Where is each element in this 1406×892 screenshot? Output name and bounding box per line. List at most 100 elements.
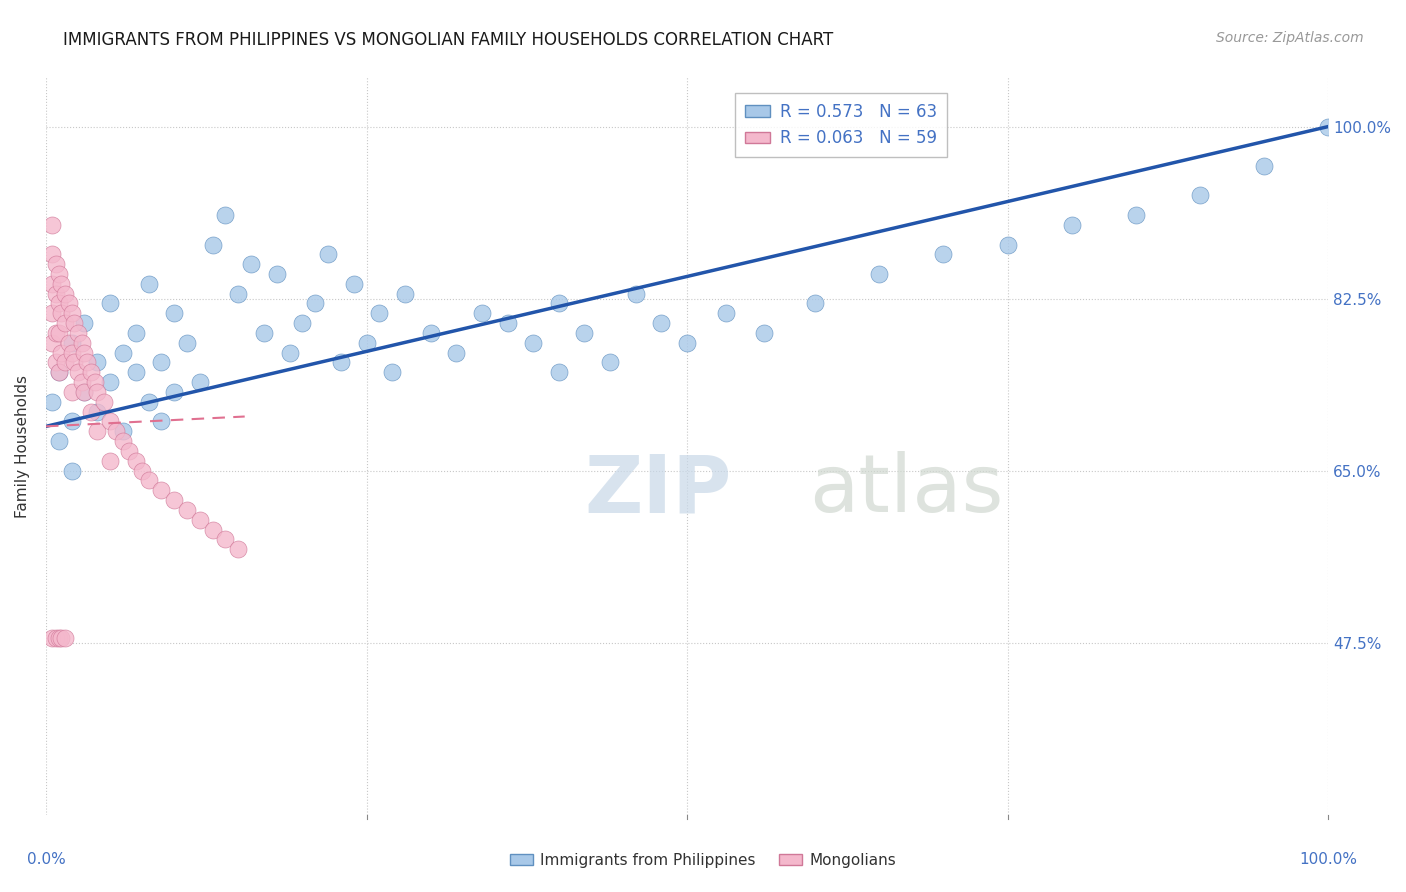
Point xyxy=(60,464,83,478)
Point xyxy=(201,523,224,537)
Point xyxy=(51,277,73,291)
Point xyxy=(650,316,672,330)
Point xyxy=(41,335,63,350)
Point xyxy=(60,384,83,399)
Point xyxy=(574,326,596,340)
Point xyxy=(48,326,70,340)
Point xyxy=(118,444,141,458)
Point xyxy=(73,345,96,359)
Point xyxy=(176,503,198,517)
Text: ZIP: ZIP xyxy=(585,451,731,529)
Point xyxy=(932,247,955,261)
Text: atlas: atlas xyxy=(808,451,1004,529)
Point xyxy=(73,384,96,399)
Point xyxy=(676,335,699,350)
Point xyxy=(45,286,67,301)
Point xyxy=(496,316,519,330)
Point xyxy=(201,237,224,252)
Point xyxy=(45,257,67,271)
Point xyxy=(188,513,211,527)
Point xyxy=(1317,120,1340,134)
Point xyxy=(80,365,103,379)
Point xyxy=(131,464,153,478)
Point xyxy=(51,306,73,320)
Point xyxy=(73,384,96,399)
Point xyxy=(45,355,67,369)
Point xyxy=(111,434,134,448)
Point xyxy=(1125,208,1147,222)
Point xyxy=(997,237,1019,252)
Point xyxy=(83,375,105,389)
Point xyxy=(48,296,70,310)
Point xyxy=(66,365,89,379)
Point xyxy=(188,375,211,389)
Point xyxy=(48,365,70,379)
Point xyxy=(45,326,67,340)
Point xyxy=(41,394,63,409)
Point xyxy=(1188,188,1211,202)
Point xyxy=(163,306,186,320)
Point xyxy=(381,365,404,379)
Point xyxy=(80,404,103,418)
Point xyxy=(48,267,70,281)
Point xyxy=(868,267,890,281)
Point xyxy=(73,316,96,330)
Point xyxy=(214,208,236,222)
Point xyxy=(624,286,647,301)
Point xyxy=(45,631,67,645)
Point xyxy=(150,414,173,428)
Point xyxy=(111,345,134,359)
Point xyxy=(93,394,115,409)
Point xyxy=(547,365,569,379)
Point xyxy=(125,365,148,379)
Y-axis label: Family Households: Family Households xyxy=(15,375,30,517)
Point xyxy=(86,424,108,438)
Point xyxy=(304,296,326,310)
Point xyxy=(41,631,63,645)
Point xyxy=(60,335,83,350)
Text: 100.0%: 100.0% xyxy=(1299,852,1357,867)
Point xyxy=(804,296,827,310)
Point xyxy=(60,345,83,359)
Point xyxy=(86,355,108,369)
Point xyxy=(714,306,737,320)
Point xyxy=(266,267,288,281)
Point xyxy=(111,424,134,438)
Point xyxy=(98,375,121,389)
Point xyxy=(752,326,775,340)
Point xyxy=(58,335,80,350)
Point xyxy=(125,454,148,468)
Point xyxy=(66,326,89,340)
Text: IMMIGRANTS FROM PHILIPPINES VS MONGOLIAN FAMILY HOUSEHOLDS CORRELATION CHART: IMMIGRANTS FROM PHILIPPINES VS MONGOLIAN… xyxy=(63,31,834,49)
Point xyxy=(138,277,160,291)
Point xyxy=(446,345,468,359)
Point xyxy=(1253,159,1275,173)
Point xyxy=(138,474,160,488)
Point xyxy=(41,277,63,291)
Point xyxy=(105,424,128,438)
Point xyxy=(53,316,76,330)
Point xyxy=(70,375,93,389)
Point xyxy=(53,631,76,645)
Point xyxy=(70,335,93,350)
Point xyxy=(599,355,621,369)
Point xyxy=(471,306,494,320)
Point xyxy=(58,296,80,310)
Point xyxy=(98,454,121,468)
Point xyxy=(278,345,301,359)
Point xyxy=(226,542,249,557)
Point xyxy=(1060,218,1083,232)
Point xyxy=(291,316,314,330)
Point xyxy=(329,355,352,369)
Point xyxy=(368,306,391,320)
Point xyxy=(547,296,569,310)
Point xyxy=(253,326,276,340)
Point xyxy=(316,247,339,261)
Point xyxy=(163,493,186,508)
Point xyxy=(86,384,108,399)
Point xyxy=(394,286,416,301)
Point xyxy=(41,247,63,261)
Point xyxy=(240,257,263,271)
Point xyxy=(76,355,98,369)
Point xyxy=(163,384,186,399)
